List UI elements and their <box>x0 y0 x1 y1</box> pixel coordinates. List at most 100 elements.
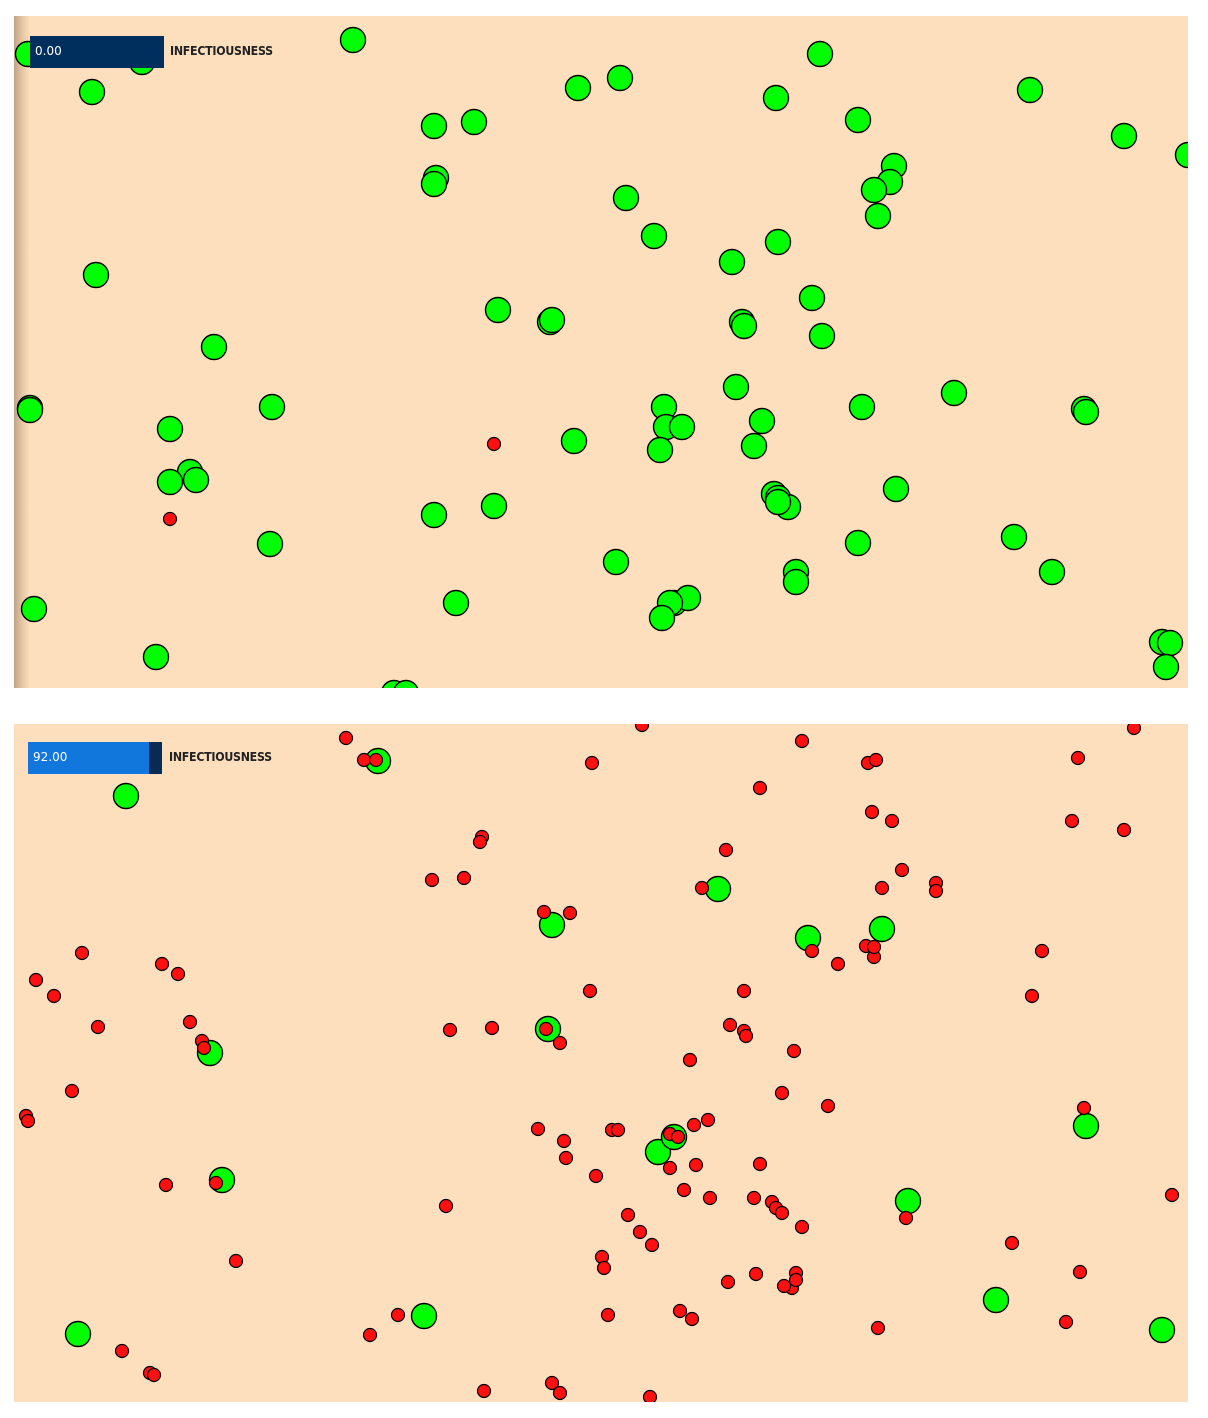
healthy-agent <box>782 568 810 596</box>
infected-agent <box>538 1021 554 1037</box>
healthy-agent <box>764 488 792 516</box>
infected-agent <box>114 1343 130 1359</box>
healthy-agent <box>1038 558 1066 586</box>
infected-agent <box>552 1035 568 1051</box>
infected-agent <box>670 1129 686 1145</box>
agents-canvas-bottom <box>18 724 1180 1402</box>
healthy-agent <box>480 492 508 520</box>
infected-agent <box>632 1224 648 1240</box>
infected-agent <box>552 1385 568 1401</box>
healthy-agent <box>762 84 790 112</box>
slider-label: INFECTIOUSNESS <box>169 750 272 764</box>
infected-agent <box>700 1112 716 1128</box>
healthy-agent <box>740 432 768 460</box>
slider-label: INFECTIOUSNESS <box>170 44 273 58</box>
infected-agent <box>146 1367 162 1383</box>
infected-agent <box>718 842 734 858</box>
infected-agent <box>776 1278 792 1294</box>
healthy-agent <box>410 1302 438 1330</box>
infected-agent <box>1126 724 1142 736</box>
infected-agent <box>684 1311 700 1327</box>
infected-agent <box>1058 1314 1074 1330</box>
healthy-agent <box>848 393 876 421</box>
infected-agent <box>46 988 62 1004</box>
infected-agent <box>786 1043 802 1059</box>
infected-agent <box>672 1303 688 1319</box>
infected-agent <box>64 1083 80 1099</box>
infected-agent <box>644 1237 660 1253</box>
healthy-agent <box>844 529 872 557</box>
healthy-agent <box>1148 1316 1176 1344</box>
healthy-agent <box>864 202 892 230</box>
healthy-agent <box>640 222 668 250</box>
healthy-agent <box>420 501 448 529</box>
infected-agent <box>390 1307 406 1323</box>
infected-agent <box>774 1085 790 1101</box>
infected-agent <box>676 1182 692 1198</box>
infected-agent <box>442 1022 458 1038</box>
infected-agent <box>562 905 578 921</box>
healthy-agent <box>16 396 44 424</box>
healthy-agent <box>940 379 968 407</box>
infected-agent <box>1072 1264 1088 1280</box>
infected-agent <box>582 983 598 999</box>
infected-agent <box>536 904 552 920</box>
infected-agent <box>182 1014 198 1030</box>
infected-agent <box>484 1020 500 1036</box>
healthy-agent <box>806 40 834 68</box>
healthy-agent <box>142 643 170 671</box>
simulation-view-top: 0.00 INFECTIOUSNESS <box>14 16 1188 688</box>
infected-agent <box>702 1190 718 1206</box>
infected-agent <box>472 834 488 850</box>
healthy-agent <box>82 261 110 289</box>
infected-agent <box>1064 813 1080 829</box>
healthy-agent <box>393 679 419 688</box>
infected-agent <box>170 966 186 982</box>
infected-agent <box>774 1205 790 1221</box>
infectiousness-slider[interactable]: 0.00 <box>30 36 164 68</box>
infected-agent <box>928 883 944 899</box>
infectiousness-slider[interactable]: 92.00 <box>28 742 162 774</box>
healthy-agent <box>78 78 106 106</box>
infected-agent <box>864 804 880 820</box>
healthy-agent <box>20 595 48 623</box>
infected-agent <box>368 752 384 768</box>
slider-value: 0.00 <box>35 44 62 58</box>
infected-agent <box>20 1113 36 1129</box>
healthy-agent <box>442 589 470 617</box>
infected-agent <box>530 1121 546 1137</box>
infected-agent <box>738 1028 754 1044</box>
infected-agent <box>1070 750 1086 766</box>
agents-canvas-top <box>14 26 1188 688</box>
infected-agent <box>476 1383 492 1399</box>
infected-agent <box>720 1274 736 1290</box>
infected-agent <box>1076 1100 1092 1116</box>
infected-agent <box>894 862 910 878</box>
slider-track[interactable] <box>30 36 164 68</box>
infected-agent <box>600 1307 616 1323</box>
healthy-agent <box>982 1286 1010 1314</box>
infected-agent <box>74 945 90 961</box>
infected-agent <box>686 1117 702 1133</box>
healthy-agent <box>420 170 448 198</box>
infected-agent <box>682 1052 698 1068</box>
healthy-agent <box>156 468 184 496</box>
infected-agent <box>456 870 472 886</box>
healthy-agent <box>1152 653 1180 681</box>
healthy-agent <box>808 322 836 350</box>
healthy-agent <box>560 427 588 455</box>
infected-agent <box>584 755 600 771</box>
infected-agent <box>722 1017 738 1033</box>
infected-agent <box>90 1019 106 1035</box>
healthy-agent <box>704 875 732 903</box>
infected-agent <box>438 1198 454 1214</box>
healthy-agent <box>420 112 448 140</box>
infected-agent <box>596 1260 612 1276</box>
infected-agent <box>424 872 440 888</box>
healthy-agent <box>64 1320 92 1348</box>
infected-agent <box>544 1375 560 1391</box>
infected-agent <box>804 943 820 959</box>
healthy-agent <box>882 475 910 503</box>
slider-handle[interactable] <box>149 742 160 774</box>
infected-agent <box>752 1156 768 1172</box>
